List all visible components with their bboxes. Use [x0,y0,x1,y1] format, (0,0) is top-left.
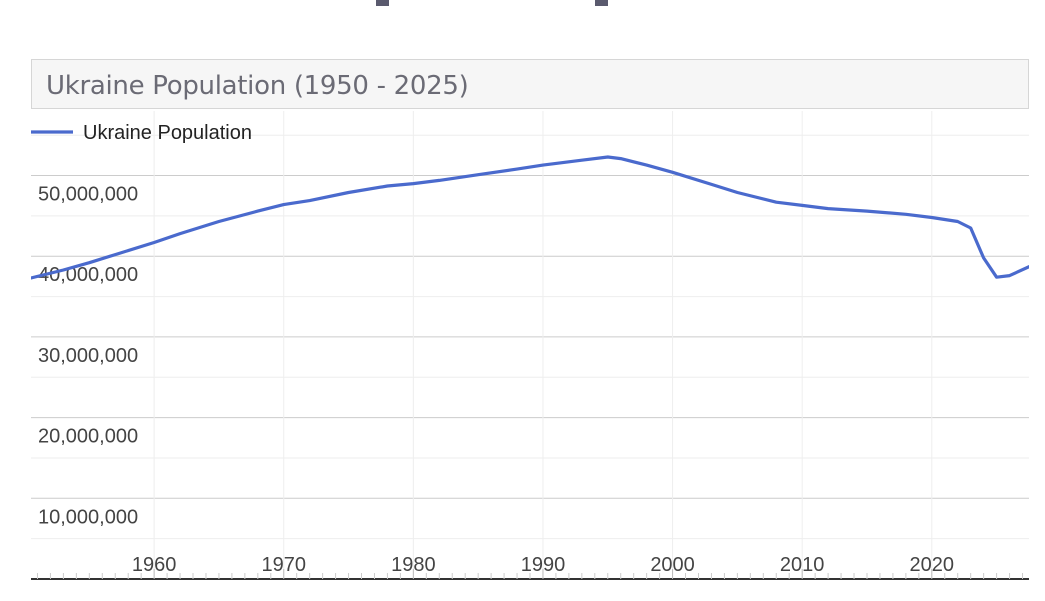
y-tick-label: 20,000,000 [38,426,138,448]
line-chart: 10,000,000 20,000,000 30,000,000 40,000,000… [31,111,1029,580]
cropped-heading-stroke [595,0,608,6]
y-tick-label: 40,000,000 [38,264,138,286]
x-tick-label: 1980 [391,554,436,576]
series-line [31,155,1029,280]
chart-title: Ukraine Population (1950 - 2025) [46,71,469,101]
y-tick-label: 50,000,000 [38,184,138,206]
legend-label: Ukraine Population [83,122,252,144]
cropped-heading-stroke [376,0,389,6]
y-tick-label: 30,000,000 [38,345,138,367]
x-tick-label: 1970 [261,554,306,576]
chart-card: Ukraine Population (1950 - 2025) 10,000,… [31,59,1029,581]
x-tick-label: 2010 [780,554,825,576]
cropped-heading-fragment [376,0,608,8]
x-tick-label: 1960 [132,554,177,576]
y-tick-label: 10,000,000 [38,506,138,528]
x-tick-label: 2020 [910,554,955,576]
chart-header: Ukraine Population (1950 - 2025) [31,59,1029,109]
x-tick-label: 2000 [650,554,695,576]
x-tick-label: 1990 [521,554,566,576]
